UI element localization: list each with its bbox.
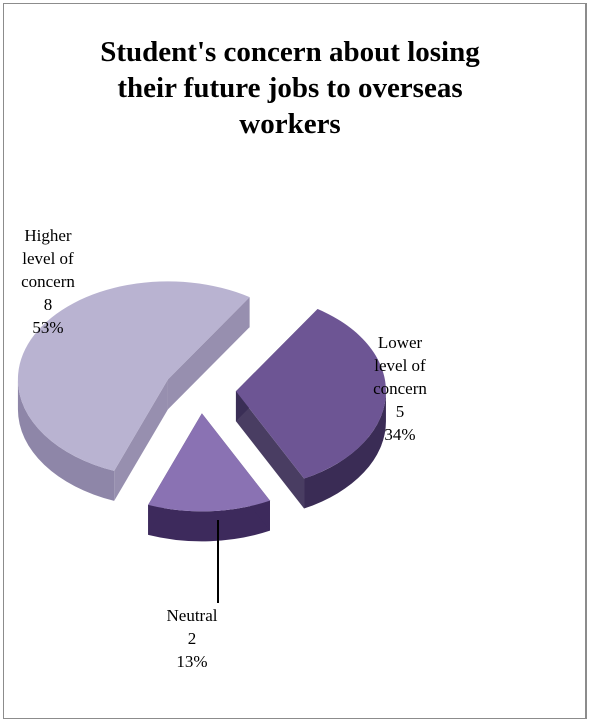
pie-slice-higher-top [17,281,250,471]
pie-slice-lower-top [235,309,386,479]
pie-slice-lower-side [304,391,386,509]
pie-slice-lower [235,309,386,509]
chart-title-line-2: their future jobs to overseas [117,72,463,104]
chart-title-line-1: Student's concern about losing [100,36,480,68]
slice-label-neutral-value: 2 [187,629,197,648]
slice-label-neutral-percent: 13% [176,652,208,671]
slice-label-lower-line-2: level of [374,356,426,375]
slice-label-higher-value: 8 [43,295,53,314]
pie-slice-higher-side [17,379,115,501]
slice-label-lower-percent: 34% [384,425,416,444]
slice-label-higher: Higher level of concern 8 53% [8,224,88,339]
slice-label-higher-line-2: level of [22,249,74,268]
chart-title: Student's concern about losing their fut… [60,34,520,142]
chart-title-line-3: workers [239,108,341,140]
pie-slice-neutral-top [148,413,270,512]
pie-slice-higher-cut-0 [114,379,168,501]
slice-label-higher-line-1: Higher [24,226,72,245]
slice-label-neutral: Neutral 2 13% [152,604,232,673]
pie-slice-higher [17,281,250,501]
slice-label-lower-value: 5 [395,402,405,421]
pie-slice-neutral [148,413,270,542]
pie-slice-lower-cut-1 [235,391,305,509]
slice-label-higher-line-3: concern [21,272,75,291]
slice-label-lower-line-1: Lower [377,333,423,352]
slice-label-lower: Lower level of concern 5 34% [360,331,440,446]
slice-label-higher-percent: 53% [32,318,64,337]
pie-slice-higher-cut-1 [167,297,250,410]
pie-slice-neutral-side [148,500,270,542]
slice-label-lower-line-3: concern [373,379,427,398]
slice-label-neutral-line-1: Neutral [166,606,218,625]
